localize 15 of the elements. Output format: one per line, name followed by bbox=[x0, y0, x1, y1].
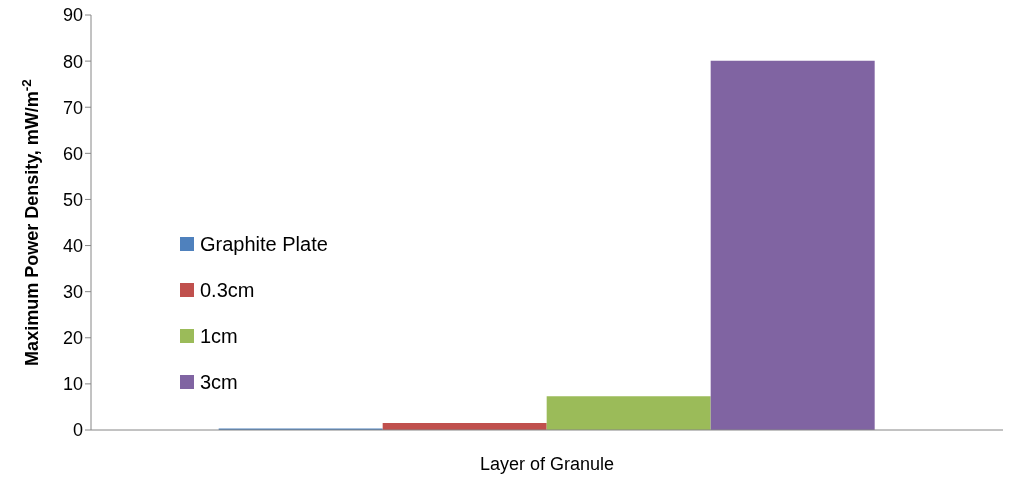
y-tick-label: 70 bbox=[62, 97, 83, 118]
x-axis-title: Layer of Granule bbox=[479, 454, 615, 474]
legend-label: 3cm bbox=[200, 370, 238, 394]
y-tick-label: 20 bbox=[62, 328, 83, 349]
y-tick-label: 90 bbox=[62, 5, 83, 26]
y-tick-label: 60 bbox=[62, 143, 83, 164]
y-tick-label: 10 bbox=[62, 374, 83, 395]
legend-label: Graphite Plate bbox=[200, 232, 328, 256]
legend-label: 0.3cm bbox=[200, 278, 255, 302]
y-tick-label: 50 bbox=[62, 189, 83, 210]
y-tick-label: 80 bbox=[62, 51, 83, 72]
y-tick-label: 0 bbox=[72, 420, 83, 441]
y-tick-label: 40 bbox=[62, 235, 83, 256]
legend-label: 1cm bbox=[200, 324, 238, 348]
y-tick-label: 30 bbox=[62, 282, 83, 303]
